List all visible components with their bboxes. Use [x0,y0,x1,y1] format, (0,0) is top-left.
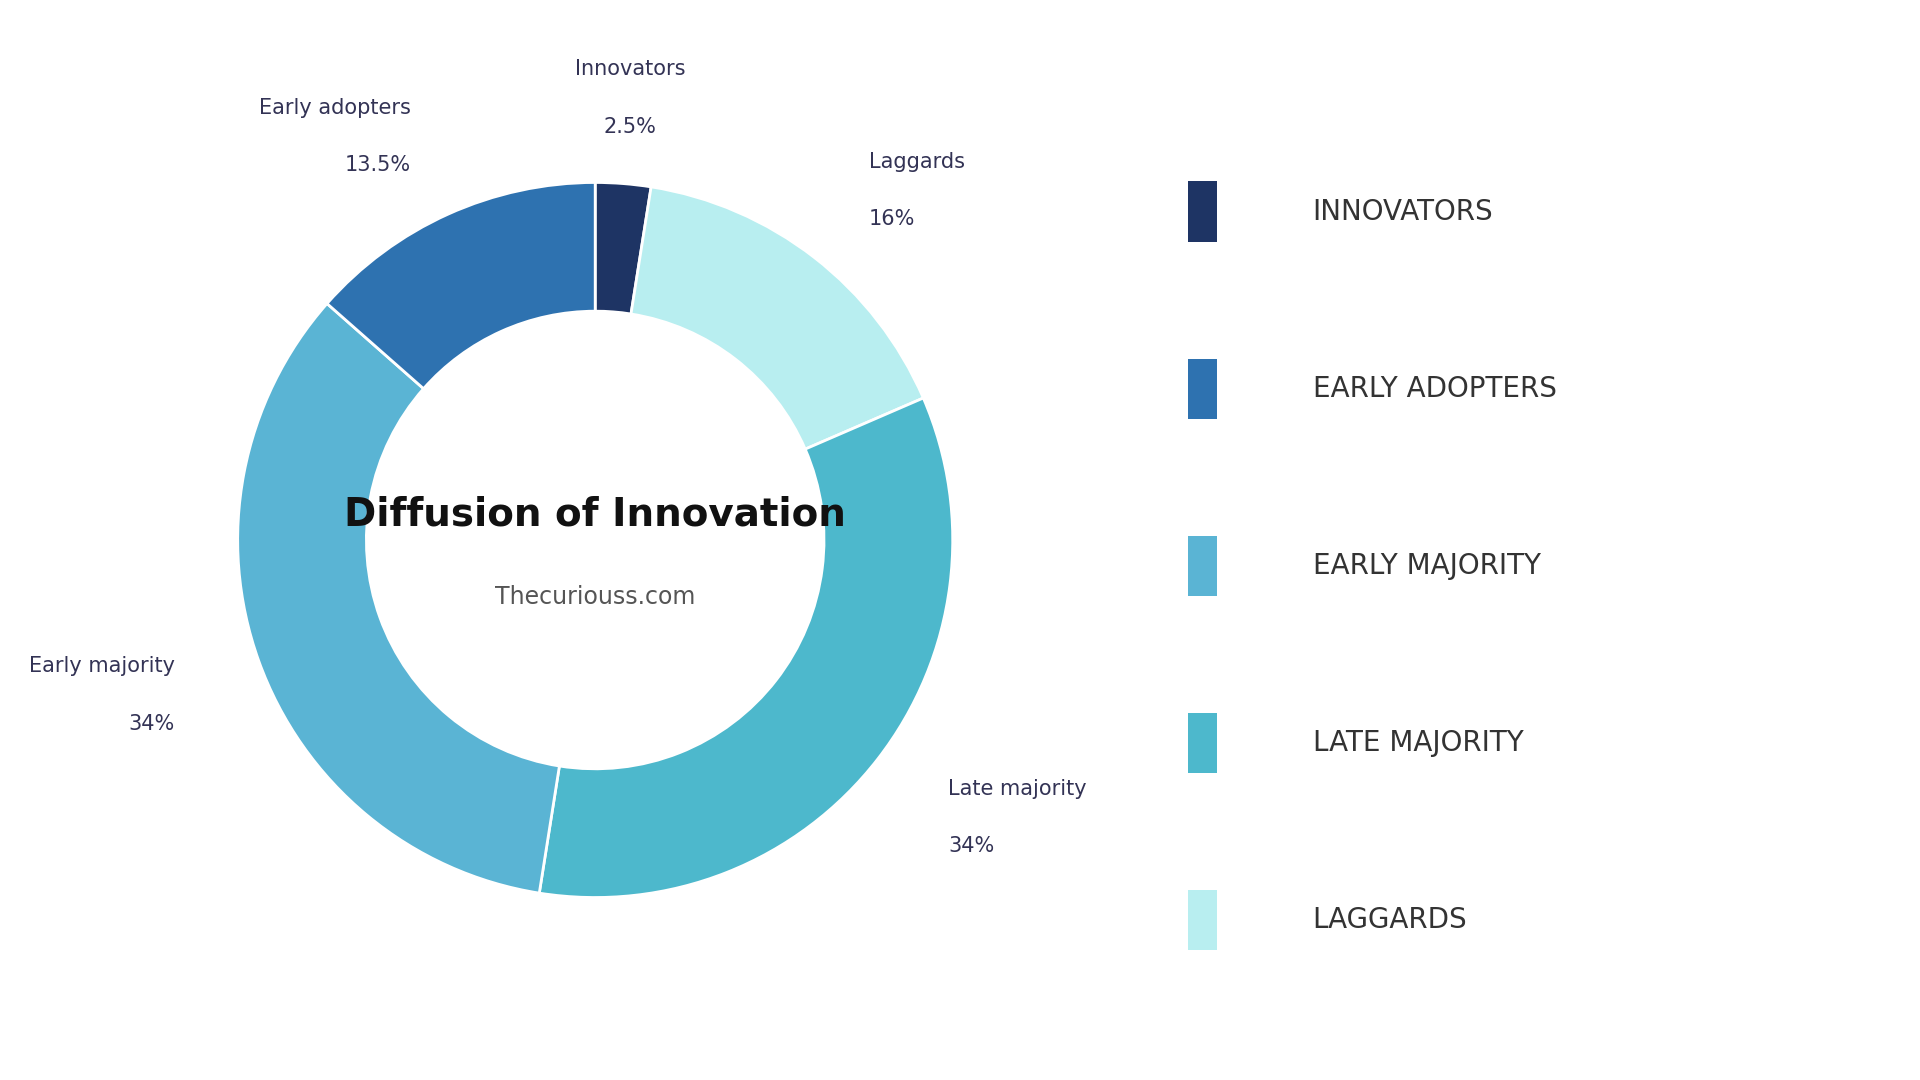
Wedge shape [632,187,924,449]
Text: 34%: 34% [129,714,175,733]
FancyBboxPatch shape [1188,890,1217,950]
Text: 13.5%: 13.5% [346,154,411,175]
Text: LATE MAJORITY: LATE MAJORITY [1313,729,1523,757]
Wedge shape [326,183,595,389]
FancyBboxPatch shape [1188,536,1217,596]
Text: Late majority: Late majority [948,779,1087,799]
Text: Innovators: Innovators [574,59,685,80]
Text: Laggards: Laggards [870,152,966,172]
FancyBboxPatch shape [1188,181,1217,242]
Text: INNOVATORS: INNOVATORS [1313,198,1494,226]
Text: Thecuriouss.com: Thecuriouss.com [495,585,695,609]
Wedge shape [238,303,559,893]
FancyBboxPatch shape [1188,359,1217,419]
Text: Early adopters: Early adopters [259,97,411,118]
Text: EARLY ADOPTERS: EARLY ADOPTERS [1313,375,1557,403]
Wedge shape [540,399,952,897]
Wedge shape [595,183,651,314]
Text: Early majority: Early majority [29,657,175,676]
Text: 34%: 34% [948,836,995,856]
Text: LAGGARDS: LAGGARDS [1313,906,1467,934]
Text: 16%: 16% [870,210,916,229]
FancyBboxPatch shape [1188,713,1217,773]
Text: 2.5%: 2.5% [603,117,657,137]
Text: EARLY MAJORITY: EARLY MAJORITY [1313,552,1540,580]
Text: Diffusion of Innovation: Diffusion of Innovation [344,496,847,534]
